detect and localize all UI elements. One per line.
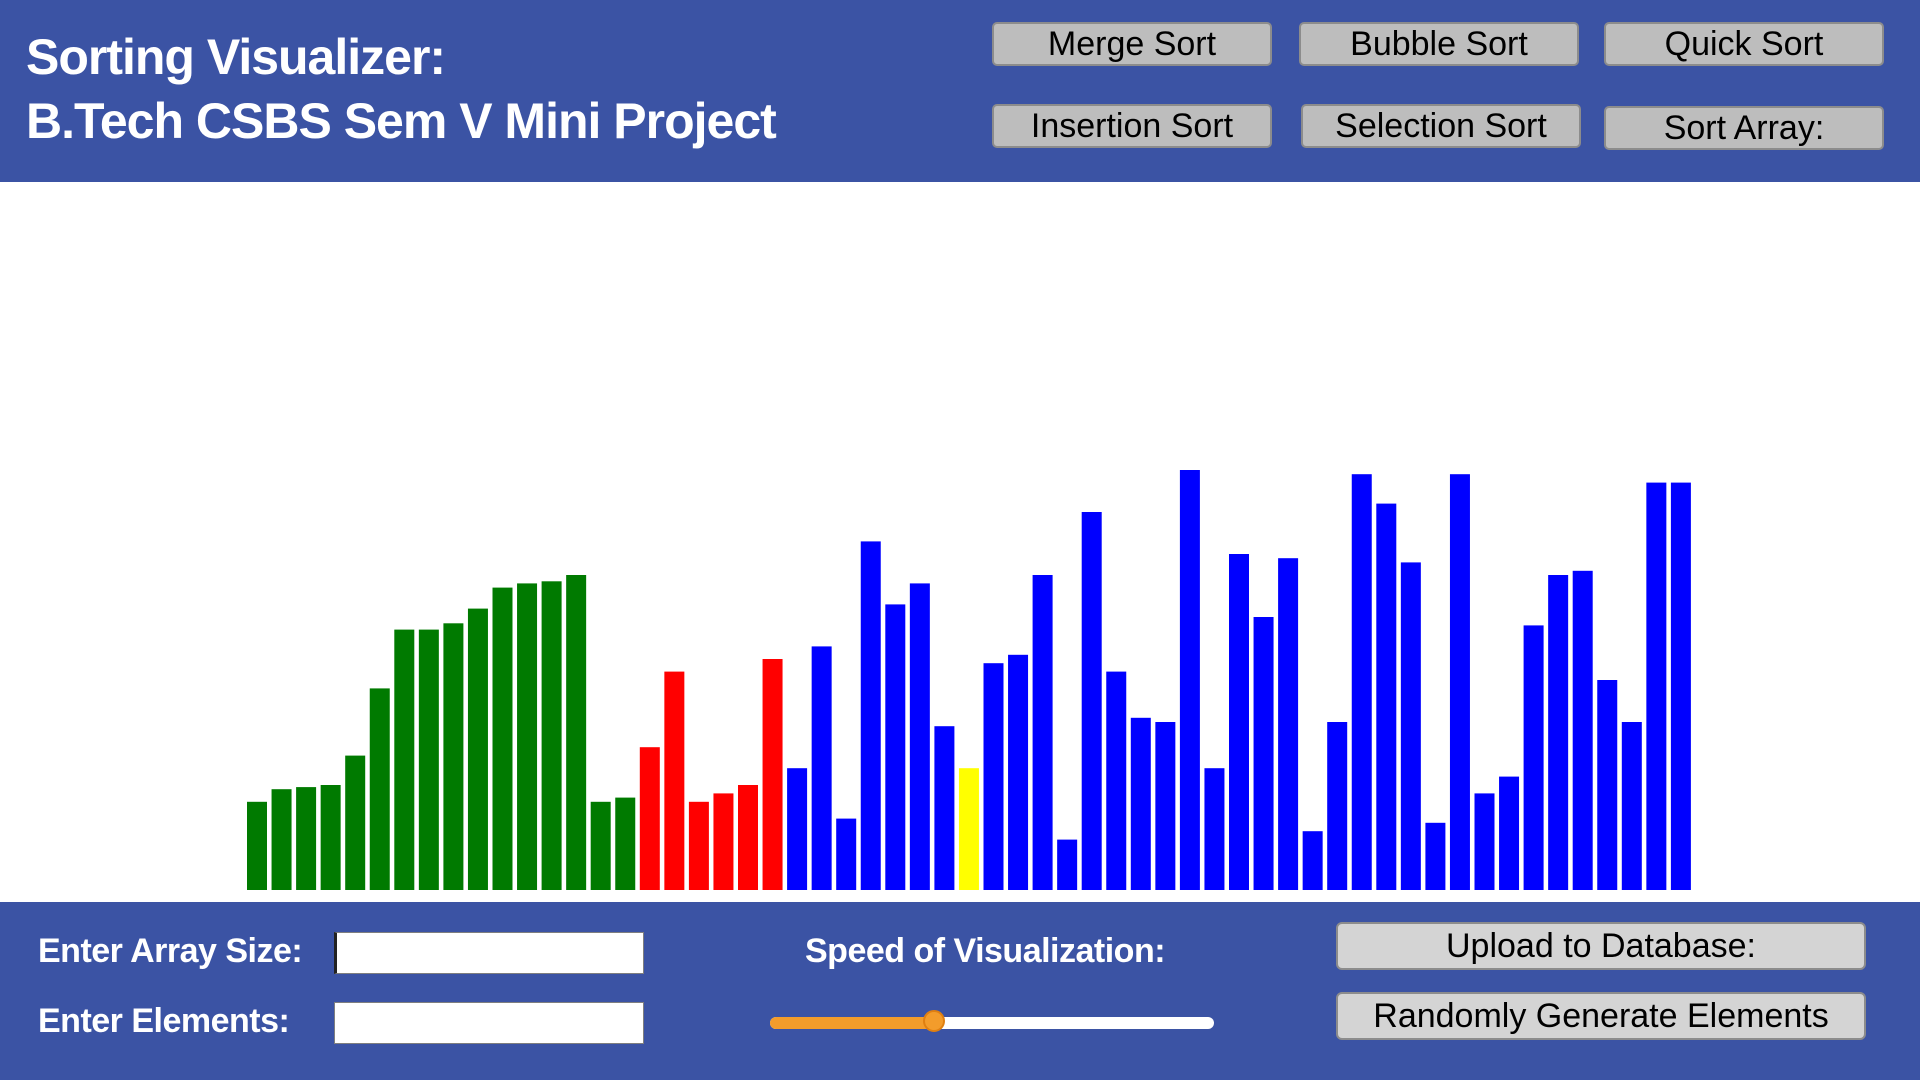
visualization-area	[0, 182, 1920, 902]
bar	[1621, 722, 1642, 890]
bar	[1130, 717, 1151, 890]
bar	[860, 541, 881, 890]
bar	[1253, 617, 1274, 890]
bar	[958, 768, 979, 890]
upload-database-button[interactable]: Upload to Database:	[1336, 922, 1866, 970]
bar	[1278, 558, 1299, 890]
bar	[1008, 654, 1029, 890]
bar	[1057, 839, 1078, 890]
app-title: Sorting Visualizer:	[26, 29, 446, 85]
footer-bar: Enter Array Size: Enter Elements: Speed …	[0, 902, 1920, 1080]
quick-sort-button[interactable]: Quick Sort	[1604, 22, 1884, 66]
bar	[1327, 722, 1348, 890]
bar	[713, 793, 734, 890]
bar	[1597, 680, 1618, 890]
random-generate-button[interactable]: Randomly Generate Elements	[1336, 992, 1866, 1040]
bar	[1646, 482, 1667, 890]
selection-sort-button[interactable]: Selection Sort	[1301, 104, 1581, 148]
bar	[787, 768, 808, 890]
bar	[615, 797, 636, 890]
bar	[1400, 562, 1421, 890]
bar	[1179, 470, 1200, 890]
sort-array-button[interactable]: Sort Array:	[1604, 106, 1884, 150]
bar	[909, 583, 930, 890]
bar	[1081, 512, 1102, 890]
bar	[296, 787, 317, 890]
speed-slider-fill	[770, 1017, 935, 1029]
bar	[688, 801, 709, 890]
bar	[247, 801, 267, 890]
bar	[1032, 575, 1053, 890]
bar	[664, 671, 685, 890]
array-size-input[interactable]	[334, 932, 644, 974]
bar	[1351, 474, 1372, 890]
bar	[934, 726, 955, 890]
bar	[345, 755, 366, 890]
bar	[1106, 671, 1127, 890]
bar	[1204, 768, 1225, 890]
bar	[369, 688, 390, 890]
speed-slider-thumb[interactable]	[923, 1010, 946, 1032]
bar	[836, 818, 857, 890]
bar-chart	[247, 470, 1691, 890]
bar	[418, 629, 439, 890]
elements-label: Enter Elements:	[38, 1002, 290, 1040]
bar	[1523, 625, 1544, 890]
app-subtitle: B.Tech CSBS Sem V Mini Project	[26, 93, 777, 149]
elements-input[interactable]	[334, 1002, 644, 1044]
bar	[1499, 776, 1520, 890]
bar	[738, 785, 758, 890]
insertion-sort-button[interactable]: Insertion Sort	[992, 104, 1272, 148]
bar	[541, 581, 562, 890]
bar	[811, 646, 832, 890]
bar	[590, 801, 611, 890]
bar	[1229, 554, 1249, 890]
bar	[1376, 503, 1397, 890]
speed-label: Speed of Visualization:	[805, 932, 1166, 970]
bar	[1548, 575, 1569, 890]
merge-sort-button[interactable]: Merge Sort	[992, 22, 1272, 66]
bar	[517, 583, 538, 890]
bar	[639, 747, 660, 890]
bar	[320, 785, 341, 890]
bar	[1670, 482, 1691, 890]
bar	[1302, 831, 1323, 890]
bar	[492, 587, 513, 890]
bar	[467, 608, 488, 890]
bar	[1474, 793, 1495, 890]
bar	[885, 604, 906, 890]
speed-slider[interactable]	[770, 1010, 1214, 1032]
bubble-sort-button[interactable]: Bubble Sort	[1299, 22, 1579, 66]
bar	[566, 575, 587, 890]
bar	[983, 663, 1004, 890]
bar	[1449, 474, 1470, 890]
bar	[762, 659, 783, 890]
bar	[443, 623, 464, 890]
bar	[1572, 570, 1593, 890]
bar	[1425, 822, 1446, 890]
bar	[1155, 722, 1176, 890]
header-bar: Sorting Visualizer: B.Tech CSBS Sem V Mi…	[0, 0, 1920, 182]
bar	[394, 629, 415, 890]
bar	[271, 789, 292, 890]
array-size-label: Enter Array Size:	[38, 932, 303, 970]
